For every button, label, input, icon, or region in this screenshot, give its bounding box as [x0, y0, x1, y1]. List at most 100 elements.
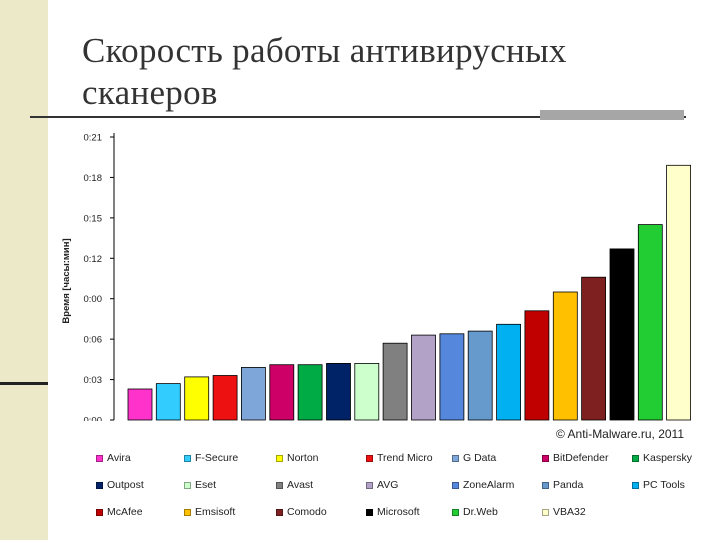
legend-label: McAfee	[107, 506, 143, 518]
title-accent-bar	[540, 110, 684, 120]
bar-f-secure	[155, 383, 181, 421]
legend-swatch	[366, 454, 373, 462]
chart-panel: 0:00 0:03 0:06 0:00 0:12 0:15 0:18 0:21 Время […	[56, 121, 714, 533]
y-axis: 0:00 0:03 0:06 0:00 0:12 0:15 0:18 0:21	[84, 133, 114, 427]
bar-mcafee	[524, 310, 550, 421]
bar-norton	[184, 376, 210, 421]
slide-title: Скорость работы антивирусных сканеров	[82, 31, 567, 112]
legend-item: BitDefender	[542, 451, 608, 465]
legend-item: Kaspersky	[632, 451, 692, 465]
copyright-annotation: © Anti-Malware.ru, 2011	[556, 427, 685, 441]
bar-chart: 0:00 0:03 0:06 0:00 0:12 0:15 0:18 0:21 Время […	[61, 133, 691, 427]
legend-label: Trend Micro	[377, 452, 433, 464]
y-tick-label: 0:00	[84, 416, 103, 422]
legend-label: Dr.Web	[463, 506, 498, 518]
legend-item: PC Tools	[632, 478, 685, 492]
y-tick-label: 0:15	[84, 213, 103, 224]
legend-item: Outpost	[96, 478, 144, 492]
legend-label: BitDefender	[553, 452, 609, 464]
bar-g-data	[240, 366, 266, 421]
bar-pc-tools	[496, 323, 522, 421]
bar-microsoft	[609, 248, 635, 421]
legend-swatch	[184, 454, 191, 462]
y-axis-label: Время [часы:мин]	[61, 238, 72, 323]
legend-item: Microsoft	[366, 505, 420, 519]
y-tick-label: 0:21	[84, 133, 103, 144]
bar-emsisoft	[552, 291, 578, 421]
legend-swatch	[632, 481, 639, 489]
legend-item: Comodo	[276, 505, 327, 519]
bar-avira	[127, 388, 153, 421]
y-tick-label: 0:06	[84, 335, 103, 346]
legend-swatch	[96, 454, 103, 462]
bar-outpost	[326, 362, 351, 421]
y-tick-label: 0:18	[84, 173, 103, 184]
legend-item: Avast	[276, 478, 313, 492]
legend-label: Kaspersky	[643, 452, 693, 464]
legend-label: Comodo	[287, 506, 327, 518]
legend-item: Eset	[184, 478, 216, 492]
legend-label: PC Tools	[643, 479, 685, 491]
legend-label: VBA32	[553, 506, 586, 518]
legend-item: Norton	[276, 451, 319, 465]
legend-swatch	[96, 481, 103, 489]
bars	[127, 164, 691, 421]
legend-label: F-Secure	[195, 452, 239, 464]
legend-item: G Data	[452, 451, 496, 465]
legend-swatch	[184, 481, 191, 489]
legend-item: VBA32	[542, 505, 586, 519]
bar-comodo	[581, 276, 606, 421]
legend-label: Emsisoft	[195, 506, 236, 518]
legend-label: Outpost	[107, 479, 144, 491]
legend-label: AVG	[377, 479, 399, 491]
bar-avg	[411, 334, 436, 421]
bar-zonealarm	[439, 333, 465, 421]
bar-trend-micro	[212, 375, 238, 421]
bar-dr-web	[637, 224, 663, 421]
legend-swatch	[276, 454, 283, 462]
legend-item: Trend Micro	[366, 451, 433, 465]
legend-swatch	[96, 508, 103, 516]
legend-label: Microsoft	[377, 506, 420, 518]
y-tick-label: 0:12	[84, 254, 103, 265]
legend-swatch	[366, 508, 373, 516]
legend-item: Emsisoft	[184, 505, 235, 519]
legend-label: Avira	[107, 452, 131, 464]
legend-label: ZoneAlarm	[463, 479, 515, 491]
legend-label: Panda	[553, 479, 584, 491]
legend-swatch	[632, 454, 639, 462]
bar-panda	[467, 330, 493, 421]
title-underline	[30, 116, 686, 118]
legend-swatch	[366, 481, 373, 489]
legend-label: Norton	[287, 452, 319, 464]
y-tick-label: 0:03	[84, 375, 103, 386]
legend-item: F-Secure	[184, 451, 238, 465]
legend-item: AVG	[366, 478, 398, 492]
chart-legend: Avira F-Secure Norton Trend Micro G Data BitD…	[96, 451, 696, 523]
legend-item: Panda	[542, 478, 583, 492]
legend-label: Avast	[287, 479, 314, 491]
legend-item: McAfee	[96, 505, 143, 519]
legend-label: Eset	[195, 479, 217, 491]
legend-swatch	[276, 481, 283, 489]
legend-swatch	[452, 481, 459, 489]
legend-swatch	[542, 508, 549, 516]
bar-bitdefender	[269, 364, 295, 421]
legend-label: G Data	[463, 452, 497, 464]
y-tick-label: 0:00	[84, 294, 103, 305]
legend-swatch	[276, 508, 283, 516]
bar-kaspersky	[297, 364, 323, 421]
bar-avast	[382, 342, 408, 421]
legend-item: Avira	[96, 451, 131, 465]
sidebar-divider	[0, 382, 48, 385]
legend-swatch	[184, 508, 191, 516]
legend-item: Dr.Web	[452, 505, 498, 519]
legend-swatch	[452, 454, 459, 462]
slide-sidebar	[0, 0, 48, 540]
legend-item: ZoneAlarm	[452, 478, 514, 492]
bar-eset	[354, 362, 380, 421]
legend-swatch	[452, 508, 459, 516]
bar-vba32	[666, 164, 691, 421]
legend-swatch	[542, 454, 549, 462]
legend-swatch	[542, 481, 549, 489]
